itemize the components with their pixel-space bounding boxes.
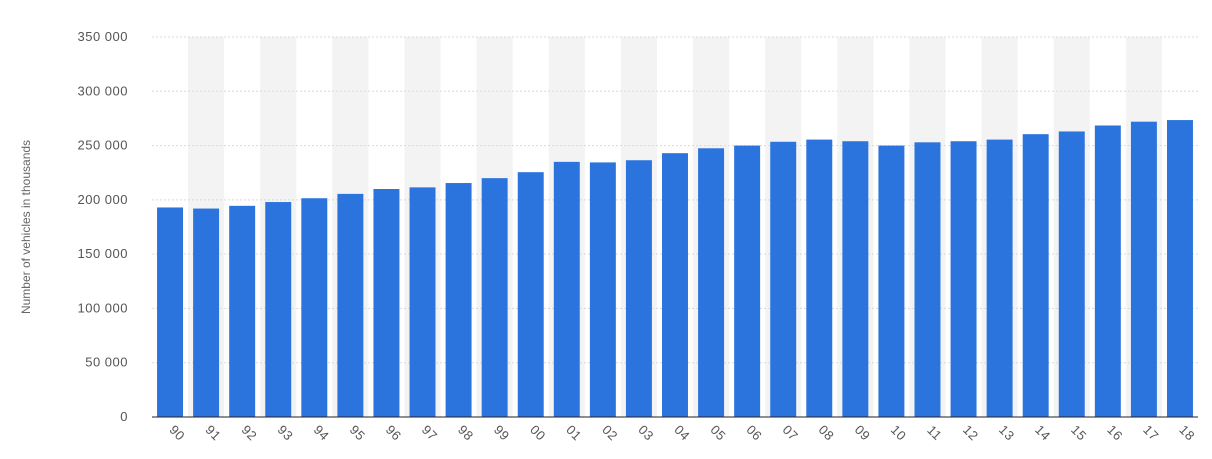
bar[interactable] bbox=[698, 148, 725, 418]
x-tick-label: 09 bbox=[852, 422, 874, 444]
bar[interactable] bbox=[1022, 134, 1049, 417]
x-tick-label: 15 bbox=[1068, 422, 1090, 444]
bars bbox=[157, 120, 1193, 418]
bar[interactable] bbox=[445, 183, 472, 417]
x-tick-label: 93 bbox=[275, 422, 297, 444]
bar[interactable] bbox=[409, 187, 436, 417]
bar[interactable] bbox=[553, 161, 580, 417]
bar[interactable] bbox=[517, 172, 544, 417]
x-tick-label: 98 bbox=[455, 422, 477, 444]
bar[interactable] bbox=[193, 208, 220, 417]
bar[interactable] bbox=[734, 145, 761, 418]
bar[interactable] bbox=[662, 153, 688, 417]
x-tick-label: 97 bbox=[419, 422, 441, 444]
bar[interactable] bbox=[1094, 125, 1121, 417]
x-tick-label: 13 bbox=[996, 422, 1018, 444]
x-tick-label: 04 bbox=[671, 422, 693, 444]
x-tick-label: 91 bbox=[203, 422, 225, 444]
x-tick-label: 03 bbox=[635, 422, 657, 444]
bar[interactable] bbox=[842, 141, 869, 417]
bar[interactable] bbox=[373, 189, 400, 417]
bar[interactable] bbox=[986, 139, 1013, 417]
x-tick-label: 01 bbox=[563, 422, 585, 444]
bar[interactable] bbox=[770, 141, 797, 417]
y-tick-label: 0 bbox=[120, 409, 128, 424]
x-tick-label: 08 bbox=[816, 422, 838, 444]
bar[interactable] bbox=[301, 198, 328, 417]
bar[interactable] bbox=[878, 145, 905, 418]
x-tick-labels: 90 91 92 93 94 95 96 97 98 99 00 01 02 03 04 05 06 07 08 09… bbox=[166, 422, 1197, 444]
bar[interactable] bbox=[806, 139, 833, 417]
y-tick-label: 150 000 bbox=[78, 246, 129, 261]
x-tick-label: 00 bbox=[527, 422, 549, 444]
x-tick-label: 10 bbox=[888, 422, 910, 444]
x-tick-label: 12 bbox=[960, 422, 982, 444]
bar[interactable] bbox=[481, 178, 508, 417]
x-tick-label: 06 bbox=[744, 422, 766, 444]
y-tick-label: 250 000 bbox=[78, 138, 129, 153]
y-tick-label: 350 000 bbox=[78, 29, 129, 44]
y-tick-label: 200 000 bbox=[78, 192, 129, 207]
x-tick-label: 99 bbox=[491, 422, 513, 444]
y-tick-label: 50 000 bbox=[85, 355, 128, 370]
x-tick-label: 16 bbox=[1104, 422, 1126, 444]
x-tick-label: 94 bbox=[311, 422, 333, 444]
bar[interactable] bbox=[337, 193, 364, 417]
bar[interactable] bbox=[229, 205, 256, 417]
bar[interactable] bbox=[265, 202, 292, 417]
x-tick-label: 02 bbox=[599, 422, 621, 444]
bar[interactable] bbox=[1166, 120, 1193, 418]
x-tick-label: 95 bbox=[347, 422, 369, 444]
x-tick-label: 05 bbox=[707, 422, 729, 444]
bar[interactable] bbox=[1058, 131, 1085, 417]
x-tick-label: 17 bbox=[1140, 422, 1162, 444]
x-tick-label: 90 bbox=[166, 422, 188, 444]
y-axis-label: Number of vehicles in thousands bbox=[19, 140, 33, 314]
x-tick-label: 92 bbox=[239, 422, 261, 444]
x-tick-label: 18 bbox=[1176, 422, 1198, 444]
bar[interactable] bbox=[914, 142, 941, 418]
x-tick-label: 11 bbox=[924, 422, 945, 443]
x-tick-label: 14 bbox=[1032, 422, 1054, 444]
x-tick-label: 96 bbox=[383, 422, 405, 444]
bar[interactable] bbox=[157, 207, 184, 417]
bar[interactable] bbox=[950, 141, 977, 417]
y-tick-label: 100 000 bbox=[78, 300, 129, 315]
y-tick-labels: 0 50 000 100 000 150 000 200 000 250 000 300 0… bbox=[78, 29, 129, 424]
bar[interactable] bbox=[625, 160, 652, 417]
bar[interactable] bbox=[589, 162, 616, 417]
y-tick-label: 300 000 bbox=[78, 83, 129, 98]
x-tick-label: 07 bbox=[780, 422, 802, 444]
bar[interactable] bbox=[1130, 121, 1157, 417]
